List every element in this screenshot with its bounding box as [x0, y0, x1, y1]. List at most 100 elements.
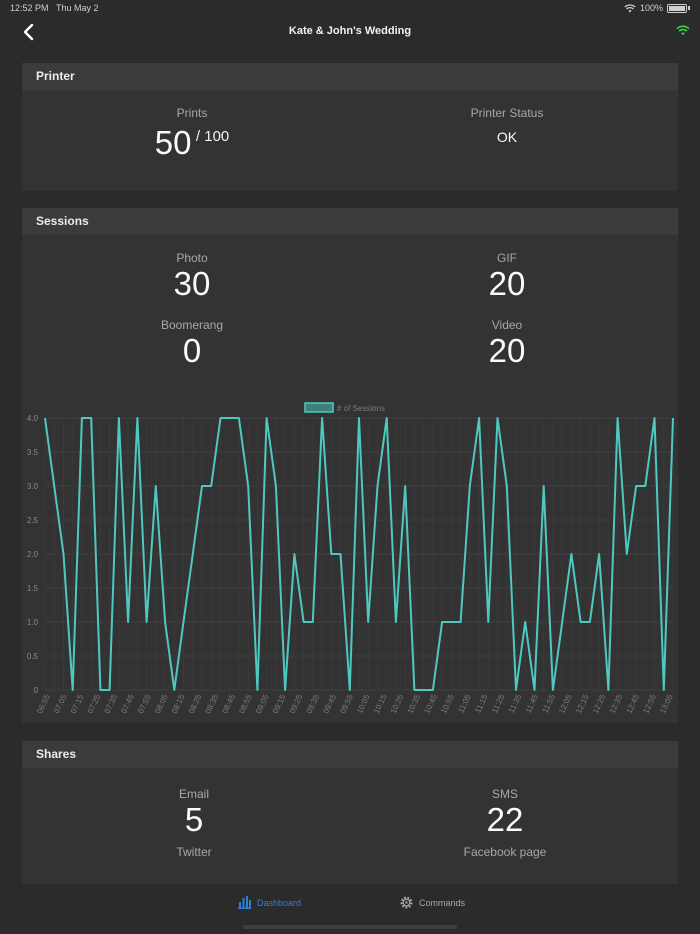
- x-tick-label: 08:05: [153, 693, 170, 715]
- x-tick-label: 12:35: [608, 693, 625, 715]
- page-title: Kate & John's Wedding: [288, 25, 412, 37]
- y-tick-label: 3.5: [27, 448, 39, 457]
- battery-percent: 100%: [639, 3, 663, 13]
- y-tick-label: 3.0: [27, 482, 39, 491]
- sms-label: SMS: [491, 787, 518, 801]
- gif-stat: GIF 20: [347, 251, 667, 303]
- home-indicator: [243, 925, 457, 929]
- x-tick-label: 09:55: [338, 693, 355, 715]
- x-tick-label: 09:35: [305, 693, 322, 715]
- prints-label: Prints: [176, 106, 208, 120]
- gear-icon: [400, 896, 413, 909]
- x-tick-label: 12:05: [557, 693, 574, 715]
- printer-status-label: Printer Status: [470, 106, 544, 120]
- x-tick-label: 07:05: [52, 693, 69, 715]
- navigation-bar: Kate & John's Wedding: [0, 16, 700, 50]
- shares-header: Shares: [22, 741, 678, 768]
- connection-wifi-icon: [676, 25, 690, 36]
- status-right: 100%: [624, 3, 690, 13]
- x-tick-label: 07:45: [119, 693, 136, 715]
- gif-value: 20: [488, 265, 526, 302]
- status-bar: 12:52 PM Thu May 2 100%: [0, 0, 700, 16]
- tab-dashboard[interactable]: Dashboard: [238, 896, 301, 909]
- x-tick-label: 07:15: [69, 693, 86, 715]
- sessions-series-line: [44, 417, 674, 691]
- photo-value: 30: [173, 265, 211, 302]
- x-tick-label: 09:45: [321, 693, 338, 715]
- x-tick-label: 07:25: [86, 693, 103, 715]
- status-time: 12:52 PM: [10, 3, 49, 13]
- x-tick-label: 09:05: [254, 693, 271, 715]
- prints-stat: Prints 50 / 100: [32, 106, 352, 162]
- x-tick-label: 12:15: [574, 693, 591, 715]
- y-tick-label: 1.0: [27, 618, 39, 627]
- x-tick-label: 12:45: [625, 693, 642, 715]
- photo-label: Photo: [176, 251, 208, 265]
- email-value: 5: [184, 801, 204, 838]
- legend-swatch: [304, 402, 334, 413]
- x-tick-label: 07:55: [136, 693, 153, 715]
- printer-status-value: OK: [496, 129, 518, 145]
- video-stat: Video 20: [347, 318, 667, 370]
- prints-total: / 100: [195, 128, 230, 145]
- status-date: Thu May 2: [56, 3, 99, 13]
- x-tick-label: 11:25: [490, 693, 507, 715]
- legend-label: # of Sessions: [337, 404, 385, 413]
- bar-chart-icon: [238, 896, 251, 909]
- back-chevron-icon[interactable]: [20, 22, 40, 42]
- x-tick-label: 11:05: [456, 693, 473, 715]
- x-tick-label: 08:45: [220, 693, 237, 715]
- boomerang-label: Boomerang: [160, 318, 224, 332]
- sessions-line-chart: 0 0.5 1.0 1.5 2.0 2.5 3.0 3.5 4.0 06:55 07:05 07:15…: [27, 402, 675, 715]
- tab-bar: Dashboard Commands: [0, 886, 700, 934]
- email-stat: Email 5 Twitter: [34, 787, 354, 859]
- printer-card: Printer Prints 50 / 100 Printer Status O…: [22, 63, 678, 191]
- x-tick-label: 06:55: [35, 693, 52, 715]
- boomerang-stat: Boomerang 0: [32, 318, 352, 370]
- video-value: 20: [488, 332, 526, 369]
- x-tick-label: 11:45: [524, 693, 541, 715]
- x-tick-label: 12:55: [641, 693, 658, 715]
- wifi-icon: [624, 3, 636, 12]
- x-tick-label: 08:25: [187, 693, 204, 715]
- facebook-page-label: Facebook page: [463, 845, 547, 859]
- prints-value: 50: [154, 124, 192, 161]
- printer-status-stat: Printer Status OK: [347, 106, 667, 145]
- x-tick-label: 09:15: [271, 693, 288, 715]
- x-tick-label: 10:05: [355, 693, 372, 715]
- x-tick-label: 07:35: [103, 693, 120, 715]
- y-tick-label: 1.5: [27, 584, 39, 593]
- x-tick-label: 10:45: [422, 693, 439, 715]
- sms-stat: SMS 22 Facebook page: [345, 787, 665, 859]
- x-tick-label: 08:35: [204, 693, 221, 715]
- sessions-card: Sessions Photo 30 GIF 20 Boomerang 0 Vid…: [22, 208, 678, 723]
- y-tick-label: 0: [34, 686, 39, 695]
- tab-commands-label: Commands: [419, 897, 466, 908]
- sms-value: 22: [486, 801, 524, 838]
- tab-dashboard-label: Dashboard: [257, 897, 302, 908]
- x-tick-label: 09:25: [288, 693, 305, 715]
- boomerang-value: 0: [182, 332, 202, 369]
- y-tick-label: 0.5: [27, 652, 39, 661]
- sessions-header: Sessions: [22, 208, 678, 235]
- y-tick-label: 4.0: [27, 414, 39, 423]
- x-tick-label: 13:05: [658, 693, 675, 715]
- battery-icon: [667, 3, 687, 13]
- x-tick-label: 10:35: [406, 693, 423, 715]
- twitter-label: Twitter: [176, 845, 212, 859]
- x-tick-label: 10:25: [389, 693, 406, 715]
- x-tick-label: 08:55: [237, 693, 254, 715]
- y-tick-label: 2.0: [27, 550, 39, 559]
- x-tick-label: 10:15: [372, 693, 389, 715]
- x-tick-label: 11:35: [507, 693, 524, 715]
- x-tick-label: 08:15: [170, 693, 187, 715]
- battery-tip: [688, 6, 690, 10]
- x-tick-label: 11:15: [473, 693, 490, 715]
- shares-card: Shares Email 5 Twitter SMS 22 Facebook p…: [22, 741, 678, 884]
- x-tick-label: 12:25: [591, 693, 608, 715]
- tab-commands[interactable]: Commands: [400, 896, 465, 909]
- y-tick-label: 2.5: [27, 516, 39, 525]
- printer-header: Printer: [22, 63, 678, 90]
- video-label: Video: [491, 318, 523, 332]
- prints-row: 50 / 100: [32, 124, 352, 162]
